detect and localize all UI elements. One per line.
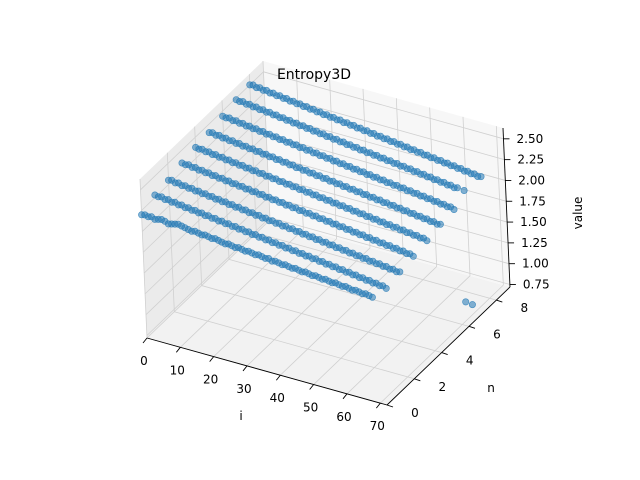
- x-tick-label: 40: [270, 391, 285, 405]
- axis-lines: [142, 127, 516, 409]
- x-tick-label: 70: [370, 419, 385, 433]
- data-point: [462, 298, 470, 306]
- grid-line-z: [267, 154, 508, 223]
- data-point: [477, 173, 485, 181]
- data-point: [368, 293, 376, 301]
- x-tick-label: 50: [303, 401, 318, 415]
- z-axis-line: [502, 127, 511, 288]
- z-tick-label: 1.75: [519, 194, 546, 208]
- z-tick-label: 0.75: [523, 278, 550, 292]
- x-tick-label: 10: [170, 363, 185, 377]
- x-tick-mark: [375, 402, 381, 409]
- grid-line-y: [194, 126, 203, 286]
- grid-line-z: [269, 217, 510, 285]
- data-point: [450, 206, 458, 214]
- y-tick-mark: [496, 299, 503, 303]
- grid-line-y: [139, 178, 148, 339]
- z-axis-label: value: [571, 197, 585, 230]
- grid-line-x: [362, 88, 371, 248]
- data-point: [382, 284, 390, 292]
- grid-line-x: [495, 126, 504, 286]
- grid-line-x: [462, 116, 471, 276]
- y-tick-mark: [441, 352, 448, 355]
- x-tick-mark: [309, 384, 315, 390]
- y-tick-label: 4: [466, 354, 474, 368]
- grid-line-y: [174, 311, 415, 380]
- grid-line-z: [267, 175, 509, 244]
- data-point: [453, 184, 461, 192]
- y-axis-line: [386, 286, 511, 406]
- y-axis-label: n: [487, 381, 495, 395]
- x-tick-label: 20: [203, 373, 218, 387]
- z-tick-label: 1.50: [520, 215, 547, 229]
- grid-line-x: [346, 275, 471, 395]
- x-tick-label: 60: [336, 410, 351, 424]
- grid-line-x: [429, 107, 438, 267]
- floor-pane: [147, 220, 510, 405]
- x-tick-label: 0: [140, 354, 148, 368]
- z-tick-label: 1.00: [522, 257, 549, 271]
- z-tick-label: 2.00: [518, 173, 545, 187]
- z-tick-label: 2.25: [517, 153, 544, 167]
- grid-line-y: [248, 74, 257, 234]
- y-tick-label: 6: [493, 327, 501, 341]
- z-tick-label: 2.50: [517, 132, 544, 146]
- grid-line-x: [146, 219, 271, 339]
- y-tick-mark: [468, 325, 476, 329]
- grid-line-z: [146, 217, 271, 336]
- data-point: [468, 301, 476, 309]
- data-point: [409, 252, 417, 260]
- scatter-points: [138, 81, 485, 309]
- grid-line-x: [280, 256, 404, 376]
- grid-line-z: [140, 71, 264, 191]
- x-tick-mark: [275, 374, 281, 381]
- x-tick-label: 30: [236, 382, 251, 396]
- y-tick-mark: [386, 404, 394, 408]
- y-tick-label: 8: [520, 301, 528, 315]
- x-tick-mark: [175, 347, 181, 353]
- grid-line-x: [380, 284, 504, 404]
- x-tick-mark: [342, 393, 348, 400]
- data-point: [460, 187, 468, 195]
- grid-line-x: [246, 247, 371, 367]
- x-tick-mark: [242, 365, 248, 372]
- x-tick-mark: [209, 356, 215, 362]
- y-tick-label: 2: [438, 380, 446, 394]
- y-tick-label: 0: [411, 406, 419, 420]
- grid-line-x: [313, 266, 437, 385]
- x-axis-label: i: [239, 409, 242, 423]
- chart-title: Entropy3D: [277, 67, 351, 83]
- x-tick-mark: [142, 337, 148, 344]
- data-point: [423, 237, 431, 245]
- grid-line-z: [145, 196, 270, 315]
- z-tick-label: 1.25: [521, 236, 548, 250]
- grid-line-y: [228, 258, 470, 327]
- data-point: [396, 268, 404, 276]
- data-point: [436, 220, 444, 228]
- tick-labels: 0 10 20 30 40 50 60 70 0 2 4 6 8 0.75 1.00 1.25 1.50 1.75…: [140, 132, 549, 433]
- grid-line-z: [268, 196, 510, 265]
- y-tick-mark: [414, 378, 421, 382]
- grid-line-z: [263, 71, 504, 140]
- grid-line-y: [201, 285, 442, 353]
